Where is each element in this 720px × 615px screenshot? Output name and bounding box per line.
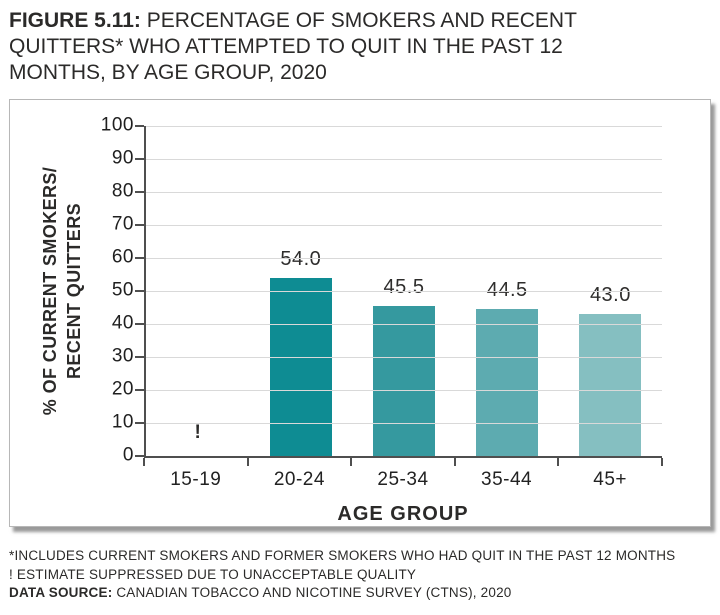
y-tick-label: 30 <box>111 345 134 367</box>
gridline <box>146 159 662 160</box>
chart-area: % OF CURRENT SMOKERS/ RECENT QUITTERS 10… <box>10 100 710 526</box>
gridline <box>146 291 662 292</box>
x-tick-label-15-19: 15-19 <box>170 469 222 490</box>
x-tick-label-25-34: 25-34 <box>377 469 429 490</box>
y-tick-mark <box>135 290 144 292</box>
y-tick-label: 70 <box>111 213 134 235</box>
bar-25-34 <box>373 305 435 456</box>
x-tick-mark <box>453 458 456 466</box>
x-tick-mark <box>143 458 145 466</box>
y-tick-label: 0 <box>122 444 134 466</box>
bar-slot-25-34: 45.5 <box>352 126 455 456</box>
y-axis-title-text: % OF CURRENT SMOKERS/ RECENT QUITTERS <box>38 167 86 415</box>
y-tick-mark <box>135 389 144 391</box>
y-tick-label: 20 <box>111 378 134 400</box>
suppressed-marker: ! <box>194 422 201 443</box>
figure-title-text: PERCENTAGE OF SMOKERS AND RECENT QUITTER… <box>9 9 577 84</box>
x-tick-mark <box>557 458 560 466</box>
y-tick-mark <box>135 191 144 193</box>
x-axis-tick-labels: 15-19 20-24 25-34 35-44 45+ <box>144 469 662 491</box>
gridline <box>146 357 662 358</box>
bar-45+ <box>579 314 642 456</box>
y-tick-label: 50 <box>111 279 134 301</box>
footnote-includes: *INCLUDES CURRENT SMOKERS AND FORMER SMO… <box>9 548 676 563</box>
footnotes: *INCLUDES CURRENT SMOKERS AND FORMER SMO… <box>9 547 711 603</box>
figure-number: FIGURE 5.11: <box>9 9 141 32</box>
y-tick-label: 90 <box>111 147 134 169</box>
gridline <box>146 324 662 325</box>
y-tick-mark <box>135 224 144 226</box>
x-tick-mark <box>246 458 249 466</box>
bars-container: ! 54.0 45.5 44.5 43.0 <box>146 126 662 456</box>
gridline <box>146 126 662 127</box>
y-axis-tick-labels: 100 90 80 70 60 50 40 30 20 10 0 <box>92 115 144 466</box>
bar-value-label: 43.0 <box>589 284 631 307</box>
bar-slot-45+: 43.0 <box>559 126 662 456</box>
y-tick-label: 80 <box>111 180 134 202</box>
bar-value-label: 54.0 <box>280 247 322 270</box>
y-tick-label: 100 <box>100 114 134 136</box>
y-tick-label: 10 <box>111 411 134 433</box>
y-tick-mark <box>135 455 144 457</box>
x-axis-title: AGE GROUP <box>337 503 469 525</box>
plot-area: ! 54.0 45.5 44.5 43.0 <box>135 125 662 458</box>
y-tick-mark <box>135 356 144 358</box>
bar-value-label: 44.5 <box>486 279 528 302</box>
y-tick-mark <box>135 323 144 325</box>
x-axis-ticks <box>143 458 663 467</box>
bar-35-44 <box>476 309 539 456</box>
gridline <box>146 225 662 226</box>
bar-slot-15-19: ! <box>146 126 249 456</box>
y-tick-mark <box>135 422 144 424</box>
plot-column: ! 54.0 45.5 44.5 43.0 15-19 20-24 25-34 35-44 45… <box>135 125 663 526</box>
gridline <box>146 390 662 391</box>
x-tick-label-45+: 45+ <box>593 469 628 490</box>
bar-value-label: 45.5 <box>383 275 425 298</box>
gridline <box>146 192 662 193</box>
x-tick-label-35-44: 35-44 <box>481 469 533 490</box>
y-axis-title-line1: % OF CURRENT SMOKERS/ <box>40 166 60 416</box>
x-tick-mark <box>350 458 353 466</box>
y-tick-mark <box>135 158 144 160</box>
footnote-suppressed: ! ESTIMATE SUPPRESSED DUE TO UNACCEPTABL… <box>9 566 417 582</box>
bar-slot-35-44: 44.5 <box>456 126 559 456</box>
y-axis-title: % OF CURRENT SMOKERS/ RECENT QUITTERS <box>32 126 92 456</box>
y-tick-mark <box>135 257 144 259</box>
y-tick-label: 60 <box>111 246 134 268</box>
bar-slot-20-24: 54.0 <box>249 126 352 456</box>
x-tick-label-20-24: 20-24 <box>273 469 325 490</box>
gridline <box>146 423 662 424</box>
y-tick-label: 40 <box>111 312 134 334</box>
gridline <box>146 258 662 259</box>
data-source-text: CANADIAN TOBACCO AND NICOTINE SURVEY (CT… <box>112 585 512 600</box>
y-axis-title-line2: RECENT QUITTERS <box>64 202 84 380</box>
x-tick-mark <box>661 458 663 466</box>
footnote-data-source: DATA SOURCE: CANADIAN TOBACCO AND NICOTI… <box>9 584 711 603</box>
y-tick-mark <box>135 125 144 127</box>
data-source-label: DATA SOURCE: <box>9 585 113 600</box>
bar-20-24 <box>269 277 332 456</box>
chart-panel: % OF CURRENT SMOKERS/ RECENT QUITTERS 10… <box>9 99 711 527</box>
figure-title: FIGURE 5.11: PERCENTAGE OF SMOKERS AND R… <box>9 8 621 86</box>
